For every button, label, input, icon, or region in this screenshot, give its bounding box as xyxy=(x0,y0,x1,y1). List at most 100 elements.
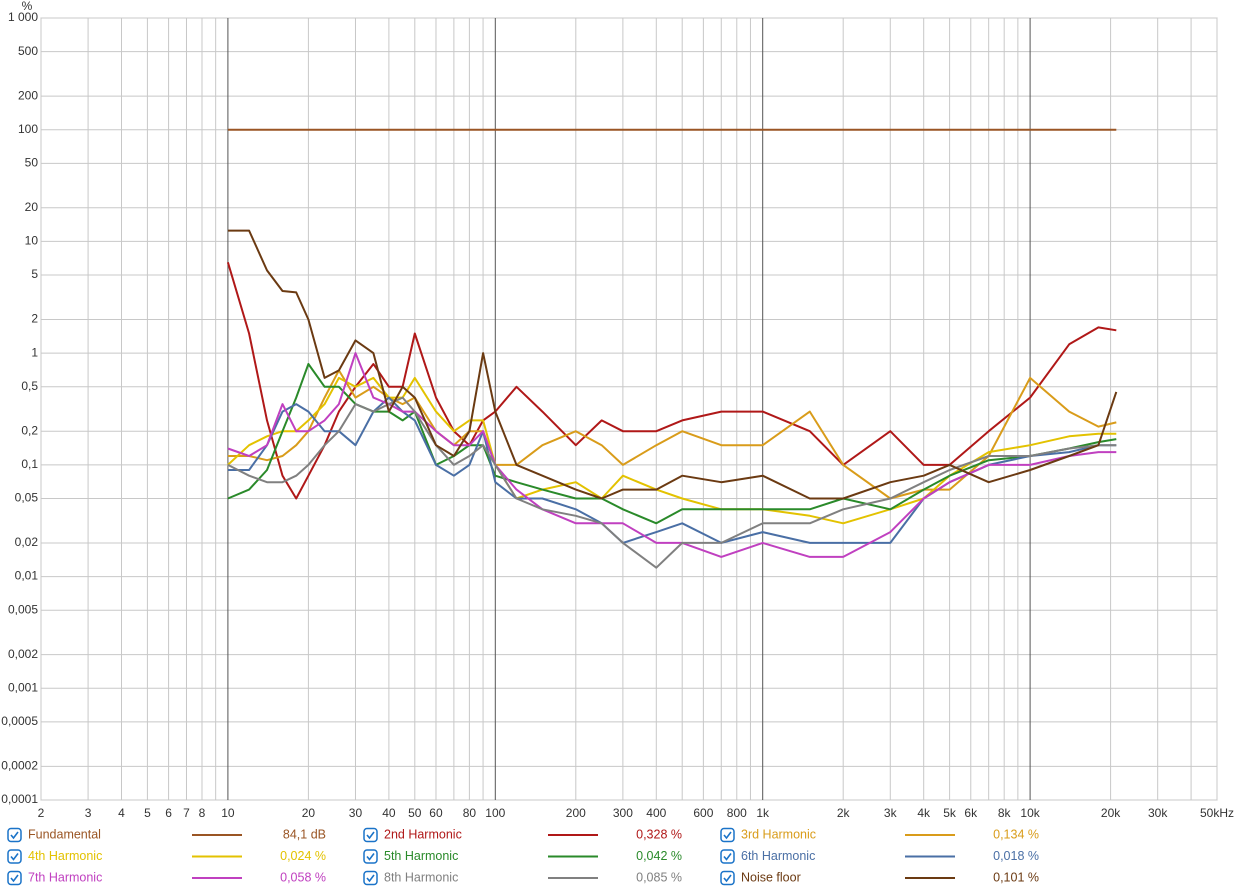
legend-value: 0,101 % xyxy=(993,870,1039,884)
x-tick-label: 8 xyxy=(199,806,206,820)
legend-name: Noise floor xyxy=(741,870,801,884)
y-tick-label: 2 xyxy=(31,312,38,326)
legend-checkbox[interactable] xyxy=(720,870,735,886)
x-tick-label: 5 xyxy=(144,806,151,820)
legend-check xyxy=(10,831,19,840)
y-tick-label: 500 xyxy=(18,44,38,58)
legend-value: 0,328 % xyxy=(636,827,682,841)
series-line xyxy=(227,376,1117,525)
x-tick-label: 20k xyxy=(1101,806,1121,820)
y-tick-label: 1 000 xyxy=(8,10,38,24)
legend-value: 0,134 % xyxy=(993,827,1039,841)
legend-check xyxy=(366,853,375,861)
legend-value: 0,024 % xyxy=(280,849,326,863)
legend-checkbox[interactable] xyxy=(363,849,378,864)
x-tick-label: 8k xyxy=(998,806,1012,820)
legend-name: 2nd Harmonic xyxy=(384,827,462,841)
legend-item[interactable]: 6th Harmonic 0,018 % xyxy=(720,849,1039,864)
y-tick-label: 0,001 xyxy=(8,680,38,694)
legend-value: 0,042 % xyxy=(636,849,682,863)
y-tick-label: 200 xyxy=(18,88,38,102)
x-tick-label: 3 xyxy=(85,806,92,820)
legend-checkbox[interactable] xyxy=(720,849,735,864)
plot-lines xyxy=(226,128,1118,569)
legend-name: 6th Harmonic xyxy=(741,849,815,863)
x-tick-label: 200 xyxy=(566,806,586,820)
legend-check xyxy=(723,874,732,883)
plot-frame xyxy=(40,17,1218,801)
legend-item[interactable]: 2nd Harmonic 0,328 % xyxy=(363,827,682,843)
y-tick-label: 0,01 xyxy=(15,569,39,583)
y-tick-label: 20 xyxy=(25,200,39,214)
x-tick-label: 2 xyxy=(38,806,45,820)
legend-item[interactable]: 5th Harmonic 0,042 % xyxy=(363,849,682,864)
legend-item[interactable]: 7th Harmonic 0,058 % xyxy=(7,870,326,886)
legend-name: 4th Harmonic xyxy=(28,849,102,863)
legend-value: 0,085 % xyxy=(636,870,682,884)
x-tick-label: 6k xyxy=(964,806,978,820)
grid: 1 000 500 200 100 50 20 10 5 2 1 0,5 0,2 0,1 0,05 0,02… xyxy=(1,10,1234,820)
y-tick-label: 0,0005 xyxy=(1,714,38,728)
y-tick-label: 100 xyxy=(18,122,38,136)
x-tick-label: 10 xyxy=(221,806,235,820)
legend-checkbox[interactable] xyxy=(363,827,378,843)
legend-name: 5th Harmonic xyxy=(384,849,458,863)
legend-checkbox[interactable] xyxy=(7,849,22,864)
legend-check xyxy=(10,874,19,883)
y-tick-label: 1 xyxy=(31,345,38,359)
legend: Fundamental 84,1 dB 2nd Harmonic 0,328 % 3rd… xyxy=(7,827,1039,886)
legend-name: 7th Harmonic xyxy=(28,870,102,884)
series-line xyxy=(227,396,1117,544)
legend-checkbox[interactable] xyxy=(7,870,22,886)
y-tick-label: 50 xyxy=(25,156,39,170)
x-tick-label: 5k xyxy=(943,806,957,820)
legend-checkbox[interactable] xyxy=(720,827,735,843)
x-tick-label: 30k xyxy=(1148,806,1168,820)
series-line xyxy=(227,363,1117,525)
legend-item[interactable]: Noise floor 0,101 % xyxy=(720,870,1039,886)
legend-check xyxy=(723,831,732,840)
legend-checkbox[interactable] xyxy=(363,870,378,886)
series-line xyxy=(227,352,1117,558)
legend-check xyxy=(366,831,375,840)
x-tick-label: 20 xyxy=(302,806,316,820)
y-tick-label: 0,05 xyxy=(15,491,39,505)
legend-item[interactable]: Fundamental 84,1 dB xyxy=(7,827,326,843)
x-tick-label: 4k xyxy=(917,806,931,820)
legend-item[interactable]: 4th Harmonic 0,024 % xyxy=(7,849,326,864)
y-tick-label: 0,5 xyxy=(21,379,38,393)
legend-name: 3rd Harmonic xyxy=(741,827,816,841)
legend-check xyxy=(366,874,375,883)
y-tick-label: 0,0002 xyxy=(1,759,38,773)
legend-name: 8th Harmonic xyxy=(384,870,458,884)
y-tick-label: 0,002 xyxy=(8,647,38,661)
legend-checkbox[interactable] xyxy=(7,827,22,843)
x-tick-label: 2k xyxy=(837,806,851,820)
x-tick-label: 7 xyxy=(183,806,190,820)
x-tick-label: 100 xyxy=(485,806,505,820)
x-tick-label: 1k xyxy=(756,806,770,820)
x-tick-label: 6 xyxy=(165,806,172,820)
y-tick-label: 10 xyxy=(25,234,39,248)
x-tick-label: 50kHz xyxy=(1200,806,1234,820)
x-tick-label: 50 xyxy=(408,806,422,820)
legend-value: 84,1 dB xyxy=(283,827,326,841)
legend-item[interactable]: 8th Harmonic 0,085 % xyxy=(363,870,682,886)
x-tick-label: 80 xyxy=(463,806,477,820)
y-tick-label: 0,0001 xyxy=(1,792,38,806)
x-tick-label: 4 xyxy=(118,806,125,820)
x-tick-label: 300 xyxy=(613,806,633,820)
legend-name: Fundamental xyxy=(28,827,101,841)
x-tick-label: 10k xyxy=(1020,806,1040,820)
series-line xyxy=(227,396,1117,569)
legend-item[interactable]: 3rd Harmonic 0,134 % xyxy=(720,827,1039,843)
y-tick-label: 0,1 xyxy=(21,457,38,471)
y-tick-label: 0,005 xyxy=(8,602,38,616)
legend-check xyxy=(723,853,732,861)
legend-value: 0,018 % xyxy=(993,849,1039,863)
y-unit: % xyxy=(22,0,33,13)
x-tick-label: 400 xyxy=(646,806,666,820)
x-tick-label: 30 xyxy=(349,806,363,820)
x-tick-label: 60 xyxy=(429,806,443,820)
